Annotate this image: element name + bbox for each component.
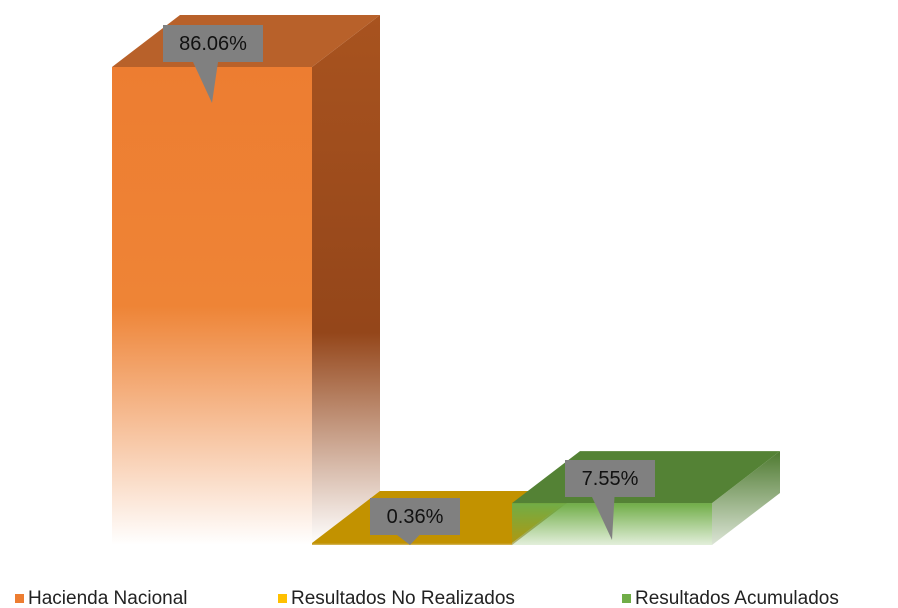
legend-label: Resultados No Realizados (291, 588, 515, 608)
legend-swatch (622, 594, 631, 603)
legend-swatch (15, 594, 24, 603)
callout (163, 25, 263, 103)
bar-side (312, 15, 380, 545)
callout (565, 460, 655, 540)
data-label: 7.55% (582, 468, 639, 490)
bar (312, 543, 512, 545)
legend-swatch (278, 594, 287, 603)
data-label: 86.06% (179, 33, 247, 55)
callout (370, 498, 460, 545)
legend-label: Resultados Acumulados (635, 588, 839, 608)
data-label: 0.36% (387, 506, 444, 528)
legend-label: Hacienda Nacional (28, 588, 188, 608)
bar-side (712, 451, 780, 545)
bar (112, 67, 312, 545)
